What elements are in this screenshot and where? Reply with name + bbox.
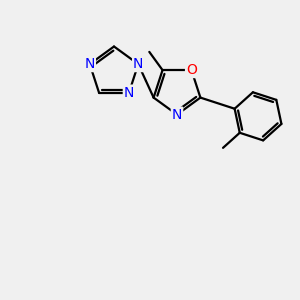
Text: N: N — [124, 85, 134, 100]
Text: O: O — [186, 63, 197, 77]
Text: N: N — [85, 57, 95, 71]
Text: N: N — [172, 108, 182, 122]
Text: N: N — [133, 57, 143, 71]
